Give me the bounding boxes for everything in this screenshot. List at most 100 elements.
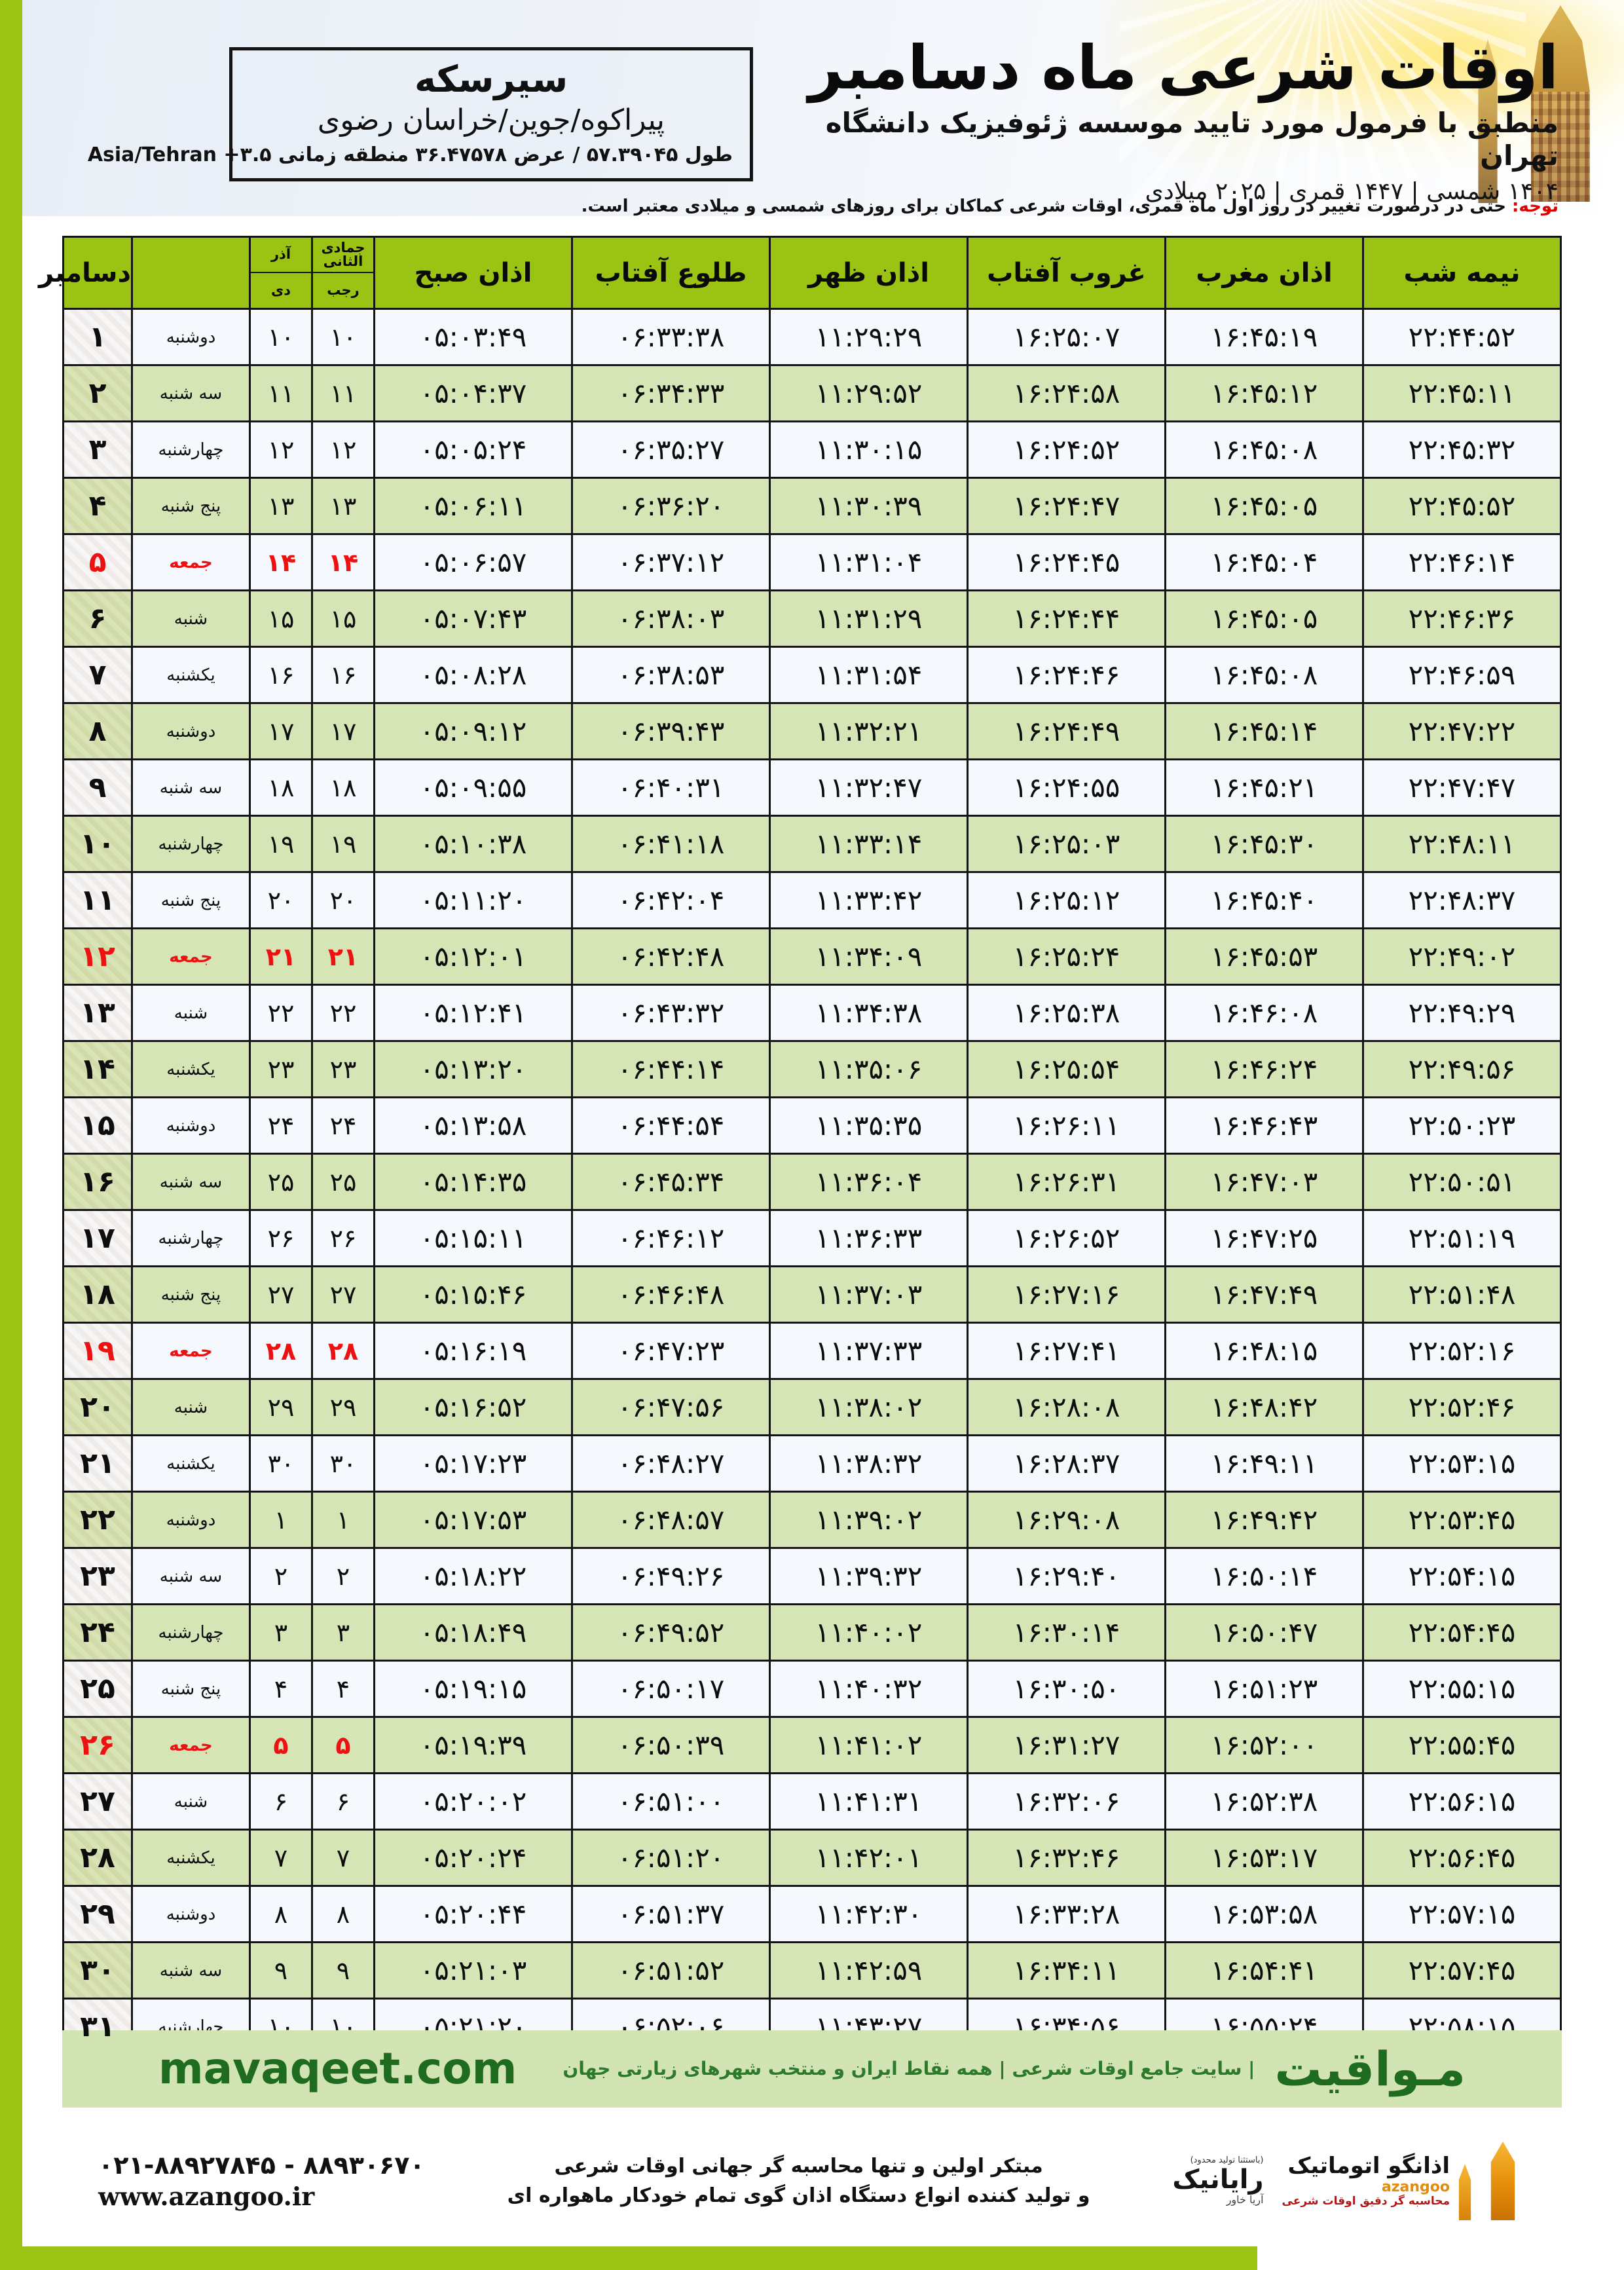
cell-sunset: ۱۶:۲۵:۳۸ — [967, 984, 1166, 1042]
cell-dhuhr: ۱۱:۳۱:۵۴ — [769, 646, 969, 704]
left-green-edge — [0, 0, 22, 2270]
header-solar-month-bottom: دی — [270, 282, 291, 298]
cell-maghrib: ۱۶:۴۵:۰۵ — [1164, 477, 1364, 535]
cell-lunar-day: ۱۰ — [311, 308, 375, 366]
table-row: ۲۲:۵۱:۴۸ ۱۶:۴۷:۴۹ ۱۶:۲۷:۱۶ ۱۱:۳۷:۰۳ ۰۶:۴۶:۴۸… — [62, 1265, 1562, 1324]
cell-sunset: ۱۶:۳۴:۱۱ — [967, 1941, 1166, 2000]
cell-midnight: ۲۲:۵۳:۱۵ — [1362, 1434, 1562, 1493]
cell-lunar-day: ۵ — [311, 1716, 375, 1774]
cell-sunrise: ۰۶:۴۹:۵۲ — [571, 1603, 771, 1662]
cell-sunrise: ۰۶:۴۸:۲۷ — [571, 1434, 771, 1493]
cell-sunrise: ۰۶:۳۶:۲۰ — [571, 477, 771, 535]
header-solar-month-top: آذر — [251, 238, 311, 273]
cell-dhuhr: ۱۱:۳۹:۳۲ — [769, 1547, 969, 1605]
cell-sunrise: ۰۶:۴۷:۵۶ — [571, 1378, 771, 1436]
company-slogan: مبتکر اولین و تنها محاسبه گر جهانی اوقات… — [451, 2151, 1147, 2210]
city-name: سیرسکه — [414, 58, 568, 101]
cell-weekday: جمعه — [131, 1322, 251, 1380]
notice-label: توجه: — [1512, 196, 1559, 216]
cell-dhuhr: ۱۱:۴۲:۰۱ — [769, 1829, 969, 1887]
minaret-small-logo-icon — [1458, 2164, 1471, 2220]
cell-dhuhr: ۱۱:۴۰:۳۲ — [769, 1660, 969, 1718]
cell-gregorian-day: ۱۸ — [62, 1265, 133, 1324]
cell-solar-day: ۶ — [249, 1772, 313, 1831]
cell-lunar-day: ۹ — [311, 1941, 375, 2000]
cell-lunar-day: ۲۸ — [311, 1322, 375, 1380]
cell-lunar-day: ۴ — [311, 1660, 375, 1718]
cell-weekday: سه شنبه — [131, 364, 251, 422]
cell-solar-day: ۱۵ — [249, 589, 313, 648]
cell-solar-day: ۱۸ — [249, 758, 313, 817]
cell-fajr: ۰۵:۲۰:۲۴ — [373, 1829, 573, 1887]
cell-sunrise: ۰۶:۵۱:۵۲ — [571, 1941, 771, 2000]
cell-fajr: ۰۵:۰۴:۳۷ — [373, 364, 573, 422]
cell-midnight: ۲۲:۴۷:۲۲ — [1362, 702, 1562, 760]
cell-solar-day: ۱۶ — [249, 646, 313, 704]
cell-sunset: ۱۶:۲۶:۳۱ — [967, 1153, 1166, 1211]
cell-sunrise: ۰۶:۳۸:۰۳ — [571, 589, 771, 648]
cell-sunrise: ۰۶:۴۰:۳۱ — [571, 758, 771, 817]
cell-midnight: ۲۲:۵۵:۴۵ — [1362, 1716, 1562, 1774]
cell-sunrise: ۰۶:۳۳:۳۸ — [571, 308, 771, 366]
cell-dhuhr: ۱۱:۴۰:۰۲ — [769, 1603, 969, 1662]
cell-dhuhr: ۱۱:۲۹:۲۹ — [769, 308, 969, 366]
cell-weekday: سه شنبه — [131, 1941, 251, 2000]
cell-sunrise: ۰۶:۴۱:۱۸ — [571, 815, 771, 873]
contact-website[interactable]: www.azangoo.ir — [98, 2182, 315, 2211]
cell-lunar-day: ۳ — [311, 1603, 375, 1662]
page-subtitle: منطبق با فرمول مورد تایید موسسه ژئوفیزیک… — [825, 106, 1559, 172]
table-row: ۲۲:۵۵:۴۵ ۱۶:۵۲:۰۰ ۱۶:۳۱:۲۷ ۱۱:۴۱:۰۲ ۰۶:۵۰:۳۹… — [62, 1716, 1562, 1774]
cell-fajr: ۰۵:۲۱:۰۳ — [373, 1941, 573, 2000]
cell-lunar-day: ۱ — [311, 1491, 375, 1549]
cell-gregorian-day: ۲۰ — [62, 1378, 133, 1436]
table-row: ۲۲:۴۶:۱۴ ۱۶:۴۵:۰۴ ۱۶:۲۴:۴۵ ۱۱:۳۱:۰۴ ۰۶:۳۷:۱۲… — [62, 533, 1562, 591]
cell-maghrib: ۱۶:۵۳:۱۷ — [1164, 1829, 1364, 1887]
cell-gregorian-day: ۳۰ — [62, 1941, 133, 2000]
cell-solar-day: ۹ — [249, 1941, 313, 2000]
cell-fajr: ۰۵:۱۱:۲۰ — [373, 871, 573, 929]
cell-sunset: ۱۶:۲۵:۰۳ — [967, 815, 1166, 873]
cell-gregorian-day: ۱۰ — [62, 815, 133, 873]
cell-lunar-day: ۱۲ — [311, 420, 375, 479]
cell-midnight: ۲۲:۵۷:۴۵ — [1362, 1941, 1562, 2000]
cell-solar-day: ۳۰ — [249, 1434, 313, 1493]
cell-lunar-day: ۲۱ — [311, 927, 375, 986]
cell-gregorian-day: ۹ — [62, 758, 133, 817]
rayanic-logo: (باستثنا تولید محدود) رایانیک آریا خاور — [1172, 2155, 1264, 2206]
table-row: ۲۲:۴۴:۵۲ ۱۶:۴۵:۱۹ ۱۶:۲۵:۰۷ ۱۱:۲۹:۲۹ ۰۶:۳۳:۳۸… — [62, 308, 1562, 366]
table-row: ۲۲:۴۵:۵۲ ۱۶:۴۵:۰۵ ۱۶:۲۴:۴۷ ۱۱:۳۰:۳۹ ۰۶:۳۶:۲۰… — [62, 477, 1562, 535]
cell-sunrise: ۰۶:۴۴:۵۴ — [571, 1096, 771, 1155]
table-row: ۲۲:۵۷:۱۵ ۱۶:۵۳:۵۸ ۱۶:۳۳:۲۸ ۱۱:۴۲:۳۰ ۰۶:۵۱:۳۷… — [62, 1885, 1562, 1943]
table-row: ۲۲:۴۶:۵۹ ۱۶:۴۵:۰۸ ۱۶:۲۴:۴۶ ۱۱:۳۱:۵۴ ۰۶:۳۸:۵۳… — [62, 646, 1562, 704]
cell-midnight: ۲۲:۵۶:۱۵ — [1362, 1772, 1562, 1831]
cell-fajr: ۰۵:۱۳:۵۸ — [373, 1096, 573, 1155]
cell-gregorian-day: ۲۶ — [62, 1716, 133, 1774]
slogan-line-1: مبتکر اولین و تنها محاسبه گر جهانی اوقات… — [554, 2155, 1043, 2178]
cell-sunrise: ۰۶:۵۰:۱۷ — [571, 1660, 771, 1718]
cell-gregorian-day: ۵ — [62, 533, 133, 591]
cell-lunar-day: ۲۵ — [311, 1153, 375, 1211]
cell-fajr: ۰۵:۰۸:۲۸ — [373, 646, 573, 704]
cell-sunset: ۱۶:۳۳:۲۸ — [967, 1885, 1166, 1943]
cell-gregorian-day: ۲۸ — [62, 1829, 133, 1887]
rayanic-logo-subtitle: آریا خاور — [1226, 2193, 1264, 2206]
cell-lunar-day: ۱۷ — [311, 702, 375, 760]
cell-midnight: ۲۲:۵۳:۴۵ — [1362, 1491, 1562, 1549]
cell-solar-day: ۱۷ — [249, 702, 313, 760]
cell-gregorian-day: ۲۷ — [62, 1772, 133, 1831]
cell-sunset: ۱۶:۲۴:۵۵ — [967, 758, 1166, 817]
cell-solar-day: ۲ — [249, 1547, 313, 1605]
cell-maghrib: ۱۶:۴۵:۲۱ — [1164, 758, 1364, 817]
cell-fajr: ۰۵:۱۵:۱۱ — [373, 1209, 573, 1267]
table-row: ۲۲:۵۰:۲۳ ۱۶:۴۶:۴۳ ۱۶:۲۶:۱۱ ۱۱:۳۵:۳۵ ۰۶:۴۴:۵۴… — [62, 1096, 1562, 1155]
cell-gregorian-day: ۱۵ — [62, 1096, 133, 1155]
mavaqeet-url[interactable]: mavaqeet.com — [158, 2043, 517, 2094]
cell-maghrib: ۱۶:۴۵:۰۴ — [1164, 533, 1364, 591]
rayanic-logo-name: رایانیک — [1172, 2165, 1264, 2195]
cell-fajr: ۰۵:۰۹:۱۲ — [373, 702, 573, 760]
cell-midnight: ۲۲:۵۴:۴۵ — [1362, 1603, 1562, 1662]
cell-lunar-day: ۲۲ — [311, 984, 375, 1042]
cell-midnight: ۲۲:۵۵:۱۵ — [1362, 1660, 1562, 1718]
cell-weekday: جمعه — [131, 927, 251, 986]
cell-fajr: ۰۵:۱۵:۴۶ — [373, 1265, 573, 1324]
